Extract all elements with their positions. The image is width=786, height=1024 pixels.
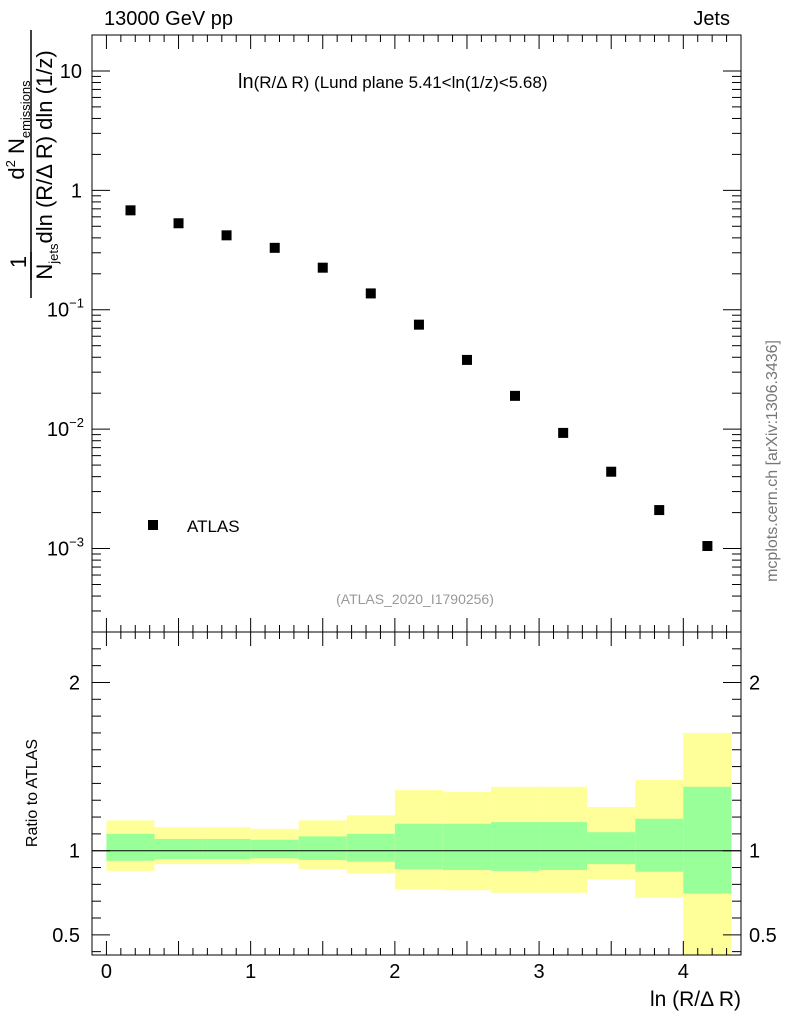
main-y-axis-label: 1 d2 Nemissions Njetsdln (R/Δ R) dln (1/… [3,30,61,298]
y-label-denominator: Njetsdln (R/Δ R) dln (1/z) [32,50,61,279]
x-tick-label: 3 [534,961,545,983]
main-y-tick-label: 10−2 [47,415,84,441]
ratio-x-ticks: 0 1 2 3 4 [101,632,728,983]
ratio-band-inner [250,839,299,859]
main-panel: 10 1 10−1 10−2 10−3 ln(R/Δ R) (Lund plane 5.… [47,34,742,633]
ratio-bands [106,732,732,955]
x-tick-label: 2 [389,961,400,983]
ratio-band-inner [202,838,251,860]
main-y-tick-label: 10−3 [47,535,84,561]
data-point [269,242,280,253]
data-point [654,505,665,516]
ratio-band-inner [635,818,684,872]
data-points [125,205,713,552]
main-y-tick-label: 10 [60,61,82,83]
ratio-band-inner [491,822,540,871]
ratio-band-inner [587,832,636,865]
ratio-band-inner [154,838,203,860]
ratio-panel: 2 2 1 1 0.5 0.5 0 1 2 3 4 Ratio to ATLAS ln (R/Δ … [24,631,777,1011]
x-axis-label: ln (R/Δ R) [650,988,741,1011]
ratio-band-inner [298,836,347,860]
header-right-label: Jets [693,8,730,30]
ratio-y-tick-label-left: 2 [69,672,80,694]
ratio-y-tick-label-left: 1 [69,841,80,863]
ratio-y-ticks: 2 2 1 1 0.5 0.5 [52,648,777,953]
ratio-band-inner [442,823,492,871]
ratio-band-inner [539,822,588,871]
data-point [221,230,232,241]
plot-title: ln(R/Δ R) (Lund plane 5.41<ln(1/z)<5.68) [238,71,548,93]
ratio-band-inner [683,786,732,894]
main-y-tick-label: 1 [71,180,82,202]
legend-label: ATLAS [187,517,240,536]
ratio-y-tick-label-left: 0.5 [52,925,80,947]
data-point [510,390,521,401]
data-point [702,541,713,552]
y-label-numerator: d2 Nemissions [3,80,33,180]
data-point [461,354,472,365]
x-tick-label: 0 [101,961,112,983]
ratio-y-tick-label-right: 2 [749,672,760,694]
x-tick-label: 1 [245,961,256,983]
main-x-ticks [105,35,728,632]
ratio-band-inner [346,833,395,862]
ratio-y-tick-label-right: 0.5 [749,925,777,947]
data-point [606,466,617,477]
ratio-y-axis-label: Ratio to ATLAS [24,739,41,847]
data-point [413,319,424,330]
data-point [317,262,328,273]
data-point [173,218,184,229]
y-label-prefactor: 1 [6,256,31,268]
main-frame [91,34,742,633]
ratio-y-tick-label-right: 1 [749,841,760,863]
main-y-ticks: 10 1 10−1 10−2 10−3 [47,34,741,633]
ratio-band-inner [394,823,443,870]
main-y-tick-label: 10−1 [47,296,84,322]
data-point [558,427,569,438]
data-point [125,205,136,216]
x-tick-label: 4 [678,961,689,983]
data-point [365,288,376,299]
legend-marker [148,520,158,530]
ratio-frame [91,631,742,956]
header-left-label: 13000 GeV pp [104,8,233,30]
ratio-band-inner [106,833,155,861]
analysis-label: (ATLAS_2020_I1790256) [336,591,494,607]
